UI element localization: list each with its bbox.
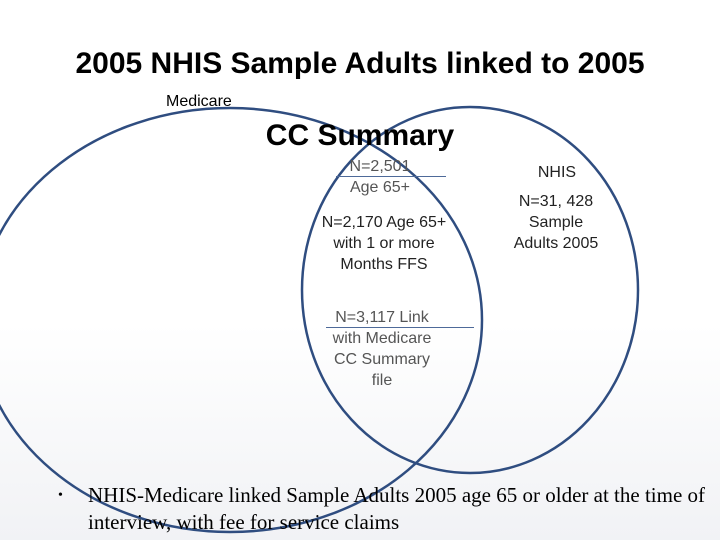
link-line-4: file xyxy=(371,372,393,389)
ffs-line-1: N=2,170 Age 65+ xyxy=(321,214,447,231)
medicare-circle xyxy=(0,106,484,534)
nhis-circle xyxy=(300,105,640,475)
age65-label: N=2,501 Age 65+ xyxy=(318,156,442,198)
title-line-1: 2005 NHIS Sample Adults linked to 2005 xyxy=(75,47,645,80)
nhis-label: NHIS xyxy=(537,164,577,181)
ffs-line-2: with 1 or more xyxy=(333,235,435,252)
age65-count: N=2,501 xyxy=(349,158,411,175)
summary-bullet: • NHIS-Medicare linked Sample Adults 200… xyxy=(58,482,708,536)
link-label: N=3,117 Link with Medicare CC Summary fi… xyxy=(312,307,452,391)
medicare-label: Medicare xyxy=(166,93,232,110)
title-line-2: CC Summary xyxy=(265,119,455,152)
link-line-1: N=3,117 Link xyxy=(335,309,429,326)
nhis-count: N=31, 428 xyxy=(518,193,594,210)
nhis-year: Adults 2005 xyxy=(513,235,599,252)
link-line-3: CC Summary xyxy=(333,351,430,368)
nhis-count-label: N=31, 428 Sample Adults 2005 xyxy=(500,191,612,254)
link-divider xyxy=(326,327,474,328)
bullet-marker: • xyxy=(58,488,63,503)
nhis-sample: Sample xyxy=(528,214,584,231)
link-line-2: with Medicare xyxy=(332,330,432,347)
page-title: 2005 NHIS Sample Adults linked to 2005 C… xyxy=(0,10,720,190)
bullet-text: NHIS-Medicare linked Sample Adults 2005 … xyxy=(88,483,706,534)
age65-desc: Age 65+ xyxy=(349,179,411,196)
ffs-label: N=2,170 Age 65+ with 1 or more Months FF… xyxy=(300,212,468,275)
ffs-line-3: Months FFS xyxy=(340,256,428,273)
age65-divider xyxy=(336,176,446,177)
